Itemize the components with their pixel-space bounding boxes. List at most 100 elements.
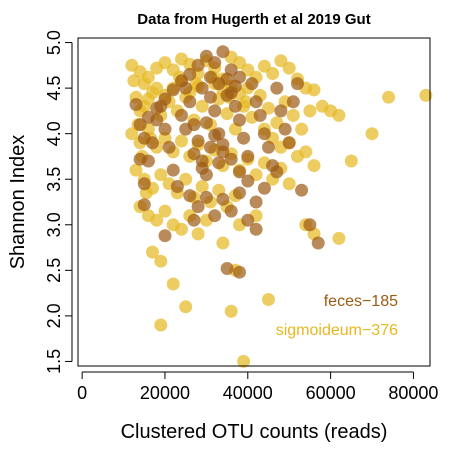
data-point (150, 81, 164, 95)
data-point (166, 83, 180, 97)
data-point (245, 77, 259, 91)
data-point (332, 108, 346, 122)
data-point (253, 108, 267, 122)
data-point (158, 122, 172, 136)
data-point (150, 213, 164, 227)
x-axis: 0 20000 40000 60000 80000 (77, 371, 438, 403)
data-point (233, 165, 246, 179)
data-point (129, 98, 143, 111)
data-point (307, 159, 321, 173)
data-point (141, 110, 155, 124)
data-point (166, 163, 180, 177)
y-tick-label: 2.0 (44, 303, 64, 328)
legend: feces−185 sigmoideum−376 (276, 293, 398, 339)
data-point (137, 198, 151, 212)
data-point (195, 180, 209, 193)
data-point (237, 131, 251, 145)
data-point (208, 56, 222, 70)
data-point (208, 104, 222, 118)
x-tick-label: 20000 (140, 383, 190, 403)
data-point (199, 116, 213, 130)
data-point (282, 177, 296, 191)
data-point (382, 90, 396, 104)
data-point (220, 262, 234, 275)
data-point (195, 81, 209, 95)
data-point (141, 92, 155, 106)
plot-frame (77, 37, 431, 367)
data-point (154, 254, 168, 268)
data-point (307, 83, 321, 97)
data-point (224, 304, 238, 318)
y-tick-label: 4.0 (44, 121, 64, 146)
data-point (291, 77, 304, 91)
chart-title: Data from Hugerth et al 2019 Gut (137, 11, 370, 28)
data-point (146, 136, 159, 150)
data-point (278, 122, 292, 136)
data-point (137, 177, 151, 191)
data-point (419, 88, 433, 102)
data-point (208, 209, 222, 223)
data-point (286, 95, 300, 109)
data-point (179, 122, 193, 136)
data-point (237, 354, 251, 368)
data-point (262, 293, 275, 306)
data-point (303, 218, 317, 232)
data-point (195, 99, 209, 113)
data-point (224, 204, 238, 218)
data-point (311, 236, 325, 250)
data-point (295, 122, 309, 136)
data-point (199, 190, 213, 204)
y-tick-label: 3.5 (44, 167, 64, 192)
data-point (249, 195, 263, 209)
data-point (332, 231, 346, 245)
data-point (303, 104, 317, 118)
y-tick-label: 5.0 (44, 30, 64, 55)
data-point (191, 200, 205, 214)
data-point (228, 79, 242, 93)
data-point (257, 181, 271, 195)
data-point (191, 134, 205, 148)
data-point (233, 265, 246, 279)
data-point (220, 88, 234, 102)
data-point (233, 113, 246, 127)
data-point (175, 134, 188, 148)
data-point (241, 149, 255, 163)
x-axis-label: Clustered OTU counts (reads) (121, 421, 388, 443)
data-point (158, 229, 172, 243)
data-point (141, 154, 155, 168)
data-point (274, 104, 288, 118)
data-point (233, 186, 246, 200)
data-point (204, 140, 217, 154)
data-point (183, 189, 197, 203)
data-point (127, 74, 141, 88)
data-point (249, 95, 263, 109)
data-point (204, 90, 217, 104)
y-tick-label: 2.5 (44, 258, 64, 283)
data-point (212, 156, 226, 170)
x-tick-label: 40000 (223, 383, 273, 403)
y-axis: 1.5 2.0 2.5 3.0 3.5 4.0 4.5 5.0 (44, 30, 73, 374)
y-tick-label: 1.5 (44, 349, 64, 374)
data-point (270, 81, 284, 95)
legend-label: feces−185 (324, 293, 398, 310)
x-tick-label: 0 (77, 383, 87, 403)
y-axis-label: Shannon Index (7, 135, 29, 270)
data-point (175, 74, 188, 88)
data-point (154, 318, 168, 332)
data-point (262, 140, 275, 154)
data-point (344, 154, 358, 168)
data-point (228, 99, 242, 113)
data-point (129, 163, 143, 177)
data-point (216, 192, 230, 206)
data-point (183, 95, 197, 109)
legend-label: sigmoideum−376 (276, 322, 398, 339)
data-point (216, 236, 230, 250)
data-point (146, 245, 159, 259)
y-tick-label: 4.5 (44, 76, 64, 101)
data-point (295, 183, 309, 197)
data-point (299, 145, 313, 159)
data-point (212, 77, 226, 91)
data-point (266, 67, 280, 80)
